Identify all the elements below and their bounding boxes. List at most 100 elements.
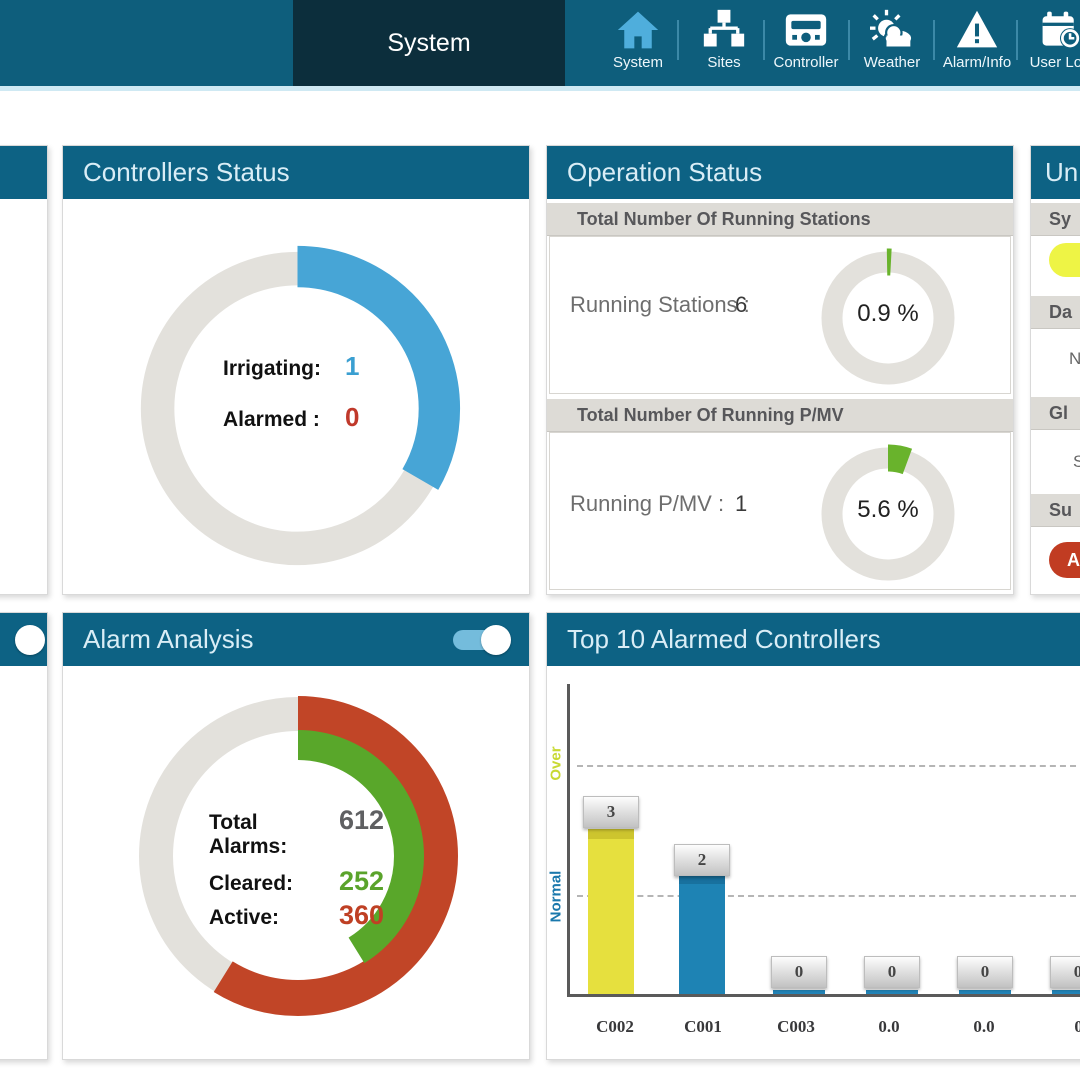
bar-value: 2 [697, 850, 707, 869]
bar-value-box: 0 [1050, 956, 1080, 988]
nav-item-sites[interactable]: Sites [681, 8, 767, 84]
nav-item-label: Weather [863, 54, 921, 71]
alarm-icon [934, 8, 1020, 52]
top10-header: Top 10 Alarmed Controllers [547, 613, 1080, 666]
x-label: C002 [596, 1017, 634, 1036]
running-pmv-section: Running P/MV : 1 5.6 % [549, 432, 1011, 590]
total-alarms-label: Total Alarms: [209, 811, 288, 858]
bar-value: 3 [606, 802, 616, 821]
subheader-text: Da [1049, 302, 1073, 322]
alarm-donut-text: Total Alarms: 612 Cleared: 252 Active: 3… [209, 805, 384, 931]
running-stations-label: Running Stations : [570, 292, 750, 317]
subheader-text: Su [1049, 500, 1073, 520]
bar-zero [866, 990, 918, 994]
bar-value: 0 [794, 962, 804, 981]
pct-value: 0.9 [857, 300, 891, 327]
right-stub-row-2: S [1073, 452, 1080, 471]
left-stub-panel-bottom [0, 612, 48, 1060]
panel-title: Un [1045, 157, 1079, 187]
left-stub-toggle-knob[interactable] [15, 625, 45, 655]
panel-title: Alarm Analysis [83, 624, 254, 654]
operation-status-panel: Operation Status Total Number Of Running… [546, 145, 1014, 595]
top10-alarmed-panel: Top 10 Alarmed Controllers Over Normal 3… [546, 612, 1080, 1060]
pct-unit: % [897, 300, 919, 327]
nav-item-controller[interactable]: Controller [763, 8, 849, 84]
controllers-status-panel: Controllers Status Irrigating: 1 Alarmed… [62, 145, 530, 595]
running-pmv-label: Running P/MV : [570, 491, 725, 516]
running-pmv-donut [818, 444, 958, 584]
bar-zero [959, 990, 1011, 994]
bar-c002 [588, 829, 634, 994]
alarmed-value: 0 [345, 402, 360, 432]
panel-title: Top 10 Alarmed Controllers [567, 624, 881, 654]
normal-gridline [577, 895, 1080, 897]
running-stations-value: 6 [735, 292, 748, 317]
y-label-normal: Normal [547, 870, 565, 923]
nav-underline [0, 86, 1080, 91]
controllers-donut-chart [134, 245, 461, 572]
right-stub-panel: Un Sy Da N Gl S Su A [1030, 145, 1080, 595]
subheader-text: Total Number Of Running P/MV [577, 405, 844, 425]
bar-value: 0 [1073, 962, 1080, 981]
running-pmv-value: 1 [735, 491, 748, 516]
nav-item-label: Sites [707, 54, 741, 71]
bar-zero [1052, 990, 1080, 994]
panel-title: Controllers Status [83, 157, 290, 187]
right-stub-bar-4: Su [1031, 494, 1080, 527]
controllers-status-header: Controllers Status [63, 146, 529, 199]
left-stub-panel-header [0, 146, 47, 199]
red-action-button[interactable]: A [1049, 542, 1080, 578]
running-stations-donut [818, 248, 958, 388]
nav-divider [848, 20, 850, 60]
bar-value-box: 0 [957, 956, 1013, 988]
yellow-status-button[interactable] [1049, 243, 1080, 277]
left-stub-panel-top [0, 145, 48, 595]
nav-item-system[interactable]: System [595, 8, 681, 84]
bar-c001 [679, 876, 725, 994]
subheader-text: Total Number Of Running Stations [577, 209, 871, 229]
operation-status-header: Operation Status [547, 146, 1013, 199]
toggle-knob [481, 625, 511, 655]
nav-item-user-log[interactable]: User Log [1017, 8, 1080, 84]
running-pmv-subheader: Total Number Of Running P/MV [547, 399, 1013, 432]
weather-icon [849, 8, 935, 52]
x-axis-line [567, 994, 1080, 997]
nav-item-label: Controller [773, 54, 839, 71]
active-value: 360 [339, 900, 385, 930]
cleared-value: 252 [339, 866, 385, 896]
running-stations-subheader: Total Number Of Running Stations [547, 203, 1013, 236]
active-page-title: System [293, 0, 565, 86]
y-label-over: Over [547, 746, 565, 781]
alarm-analysis-header: Alarm Analysis [63, 613, 529, 666]
pct-value: 5.6 [857, 496, 891, 523]
alarm-analysis-panel: Alarm Analysis Total Alarms: 612 Cleared… [62, 612, 530, 1060]
irrigating-label: Irrigating: [223, 357, 321, 380]
user-log-icon [1017, 8, 1080, 52]
irrigating-value: 1 [345, 351, 360, 381]
nav-item-weather[interactable]: Weather [849, 8, 935, 84]
bar-c003-zero [773, 990, 825, 994]
sites-icon [681, 8, 767, 52]
right-stub-header: Un [1031, 146, 1080, 199]
x-label: 0.0 [878, 1017, 900, 1036]
bar-value-box: 2 [674, 844, 730, 876]
bar-value: 0 [887, 962, 897, 981]
over-gridline [577, 765, 1080, 767]
alarm-analysis-toggle[interactable] [453, 625, 511, 655]
nav-item-alarm-info[interactable]: Alarm/Info [934, 8, 1020, 84]
nav-item-label: Alarm/Info [942, 54, 1012, 71]
subheader-text: Gl [1049, 403, 1069, 423]
right-stub-bar-1: Sy [1031, 203, 1080, 236]
x-label: 0.0 [1074, 1017, 1080, 1036]
x-label: C003 [777, 1017, 815, 1036]
cleared-label: Cleared: [209, 872, 294, 895]
bar-value-box: 3 [583, 796, 639, 828]
nav-divider [933, 20, 935, 60]
panel-title: Operation Status [567, 157, 763, 187]
active-label: Active: [209, 906, 280, 929]
nav-divider [1016, 20, 1018, 60]
page-title: System [387, 28, 471, 57]
left-stub-panel-header [0, 613, 47, 666]
nav-item-label: User Log [1029, 54, 1080, 71]
right-stub-bar-2: Da [1031, 296, 1080, 329]
